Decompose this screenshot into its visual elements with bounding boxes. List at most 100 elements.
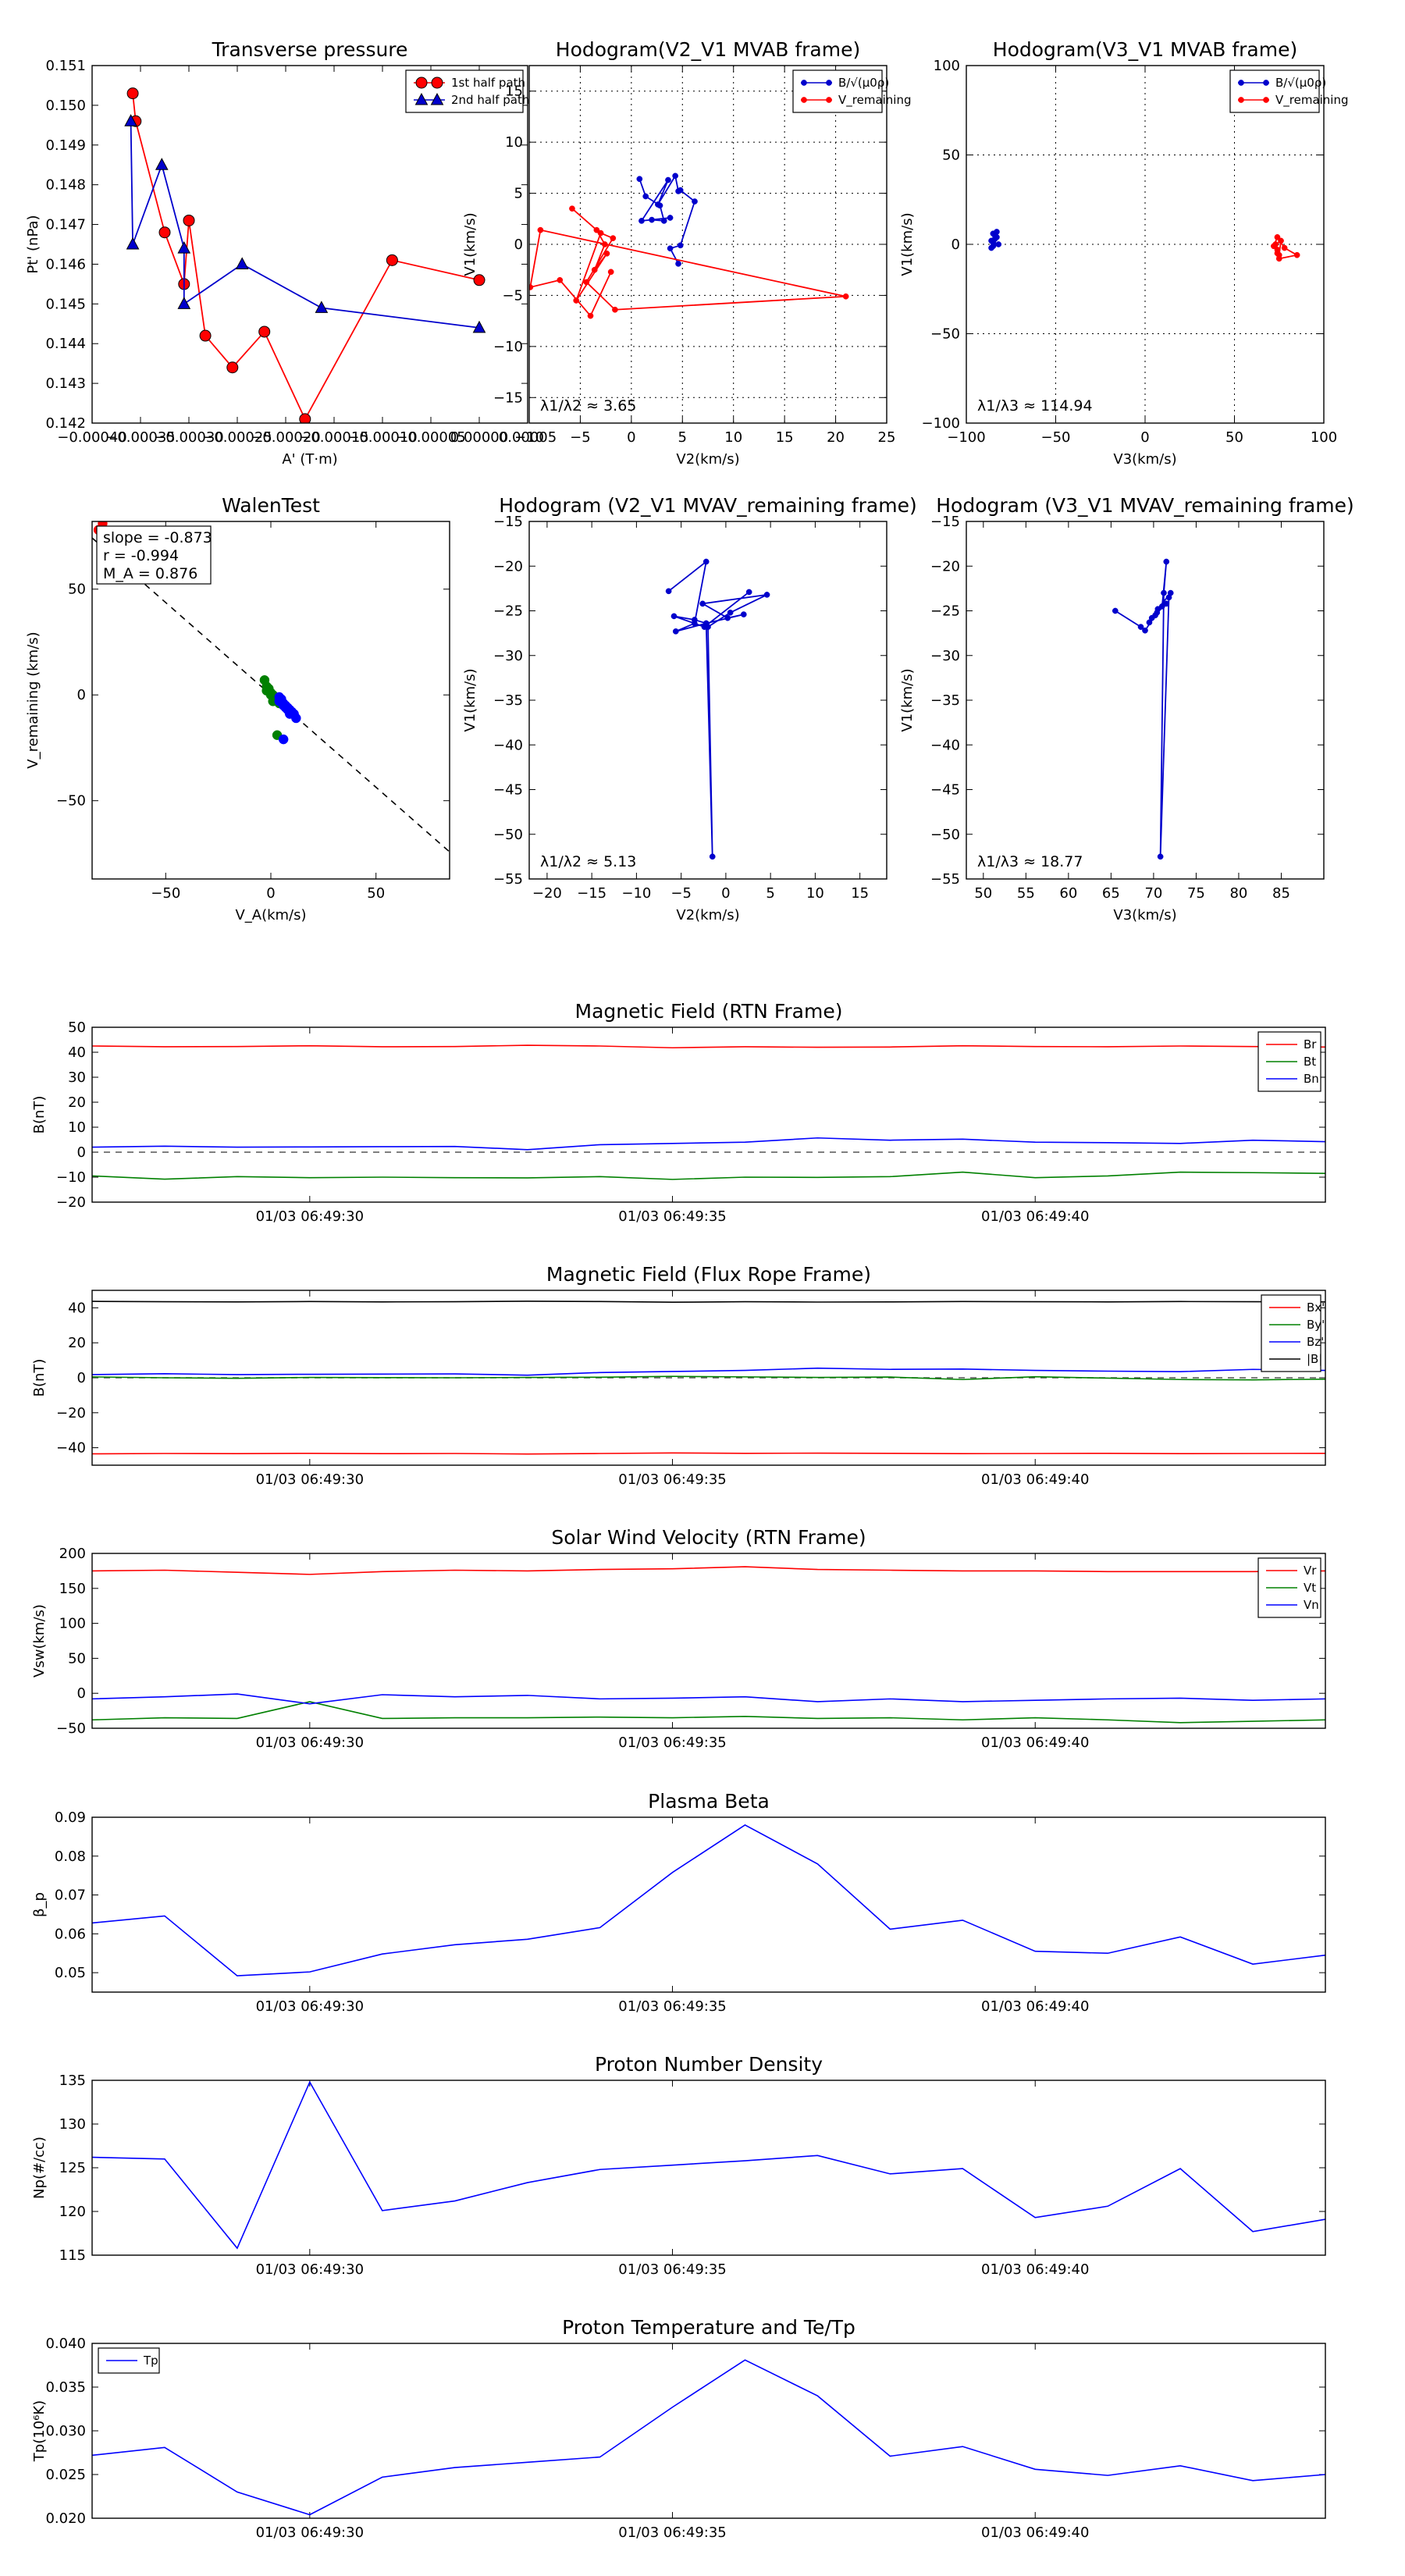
data-point bbox=[1158, 603, 1165, 610]
x-tick-label-7: 25 bbox=[878, 429, 896, 446]
data-point bbox=[573, 297, 580, 304]
y-tick-label-5: 30 bbox=[68, 1069, 86, 1086]
series-line bbox=[92, 1137, 1325, 1151]
y-tick-label-2: 50 bbox=[68, 582, 86, 598]
y-tick-label-1: −50 bbox=[493, 827, 523, 843]
chart-title: WalenTest bbox=[222, 494, 320, 517]
y-tick-label-0: −55 bbox=[493, 871, 523, 888]
y-tick-label-0: 0.05 bbox=[55, 1965, 86, 1981]
legend-label-2: Vn bbox=[1304, 1598, 1319, 1612]
legend-label-1: V_remaining bbox=[1275, 93, 1349, 108]
x-tick-label-6: −0.00010 bbox=[347, 429, 418, 446]
hodogram-v3-v1-mvab-chart: Hodogram(V3_V1 MVAB frame) −100 −50 0 50 100 −… bbox=[899, 38, 1349, 468]
chart-title: Hodogram(V2_V1 MVAB frame) bbox=[556, 38, 860, 61]
y-tick-label-4: 40 bbox=[68, 1300, 86, 1316]
data-point bbox=[177, 297, 191, 309]
data-point bbox=[299, 413, 311, 423]
data-point bbox=[665, 176, 671, 183]
data-point bbox=[284, 709, 295, 719]
data-point bbox=[1293, 251, 1300, 258]
y-tick-label-0: −15 bbox=[493, 390, 523, 406]
x-tick-label-0: 01/03 06:49:30 bbox=[256, 2524, 364, 2541]
data-point bbox=[612, 306, 618, 313]
data-point bbox=[274, 696, 285, 706]
x-tick-label-1: −5 bbox=[570, 429, 591, 446]
y-axis-label: V1(km/s) bbox=[899, 668, 916, 731]
series-line bbox=[92, 1693, 1325, 1705]
series-bz- bbox=[92, 1367, 1325, 1376]
series-line bbox=[92, 1300, 1325, 1304]
y-tick-label-4: −35 bbox=[930, 692, 960, 709]
x-tick-label-4: 70 bbox=[1144, 885, 1162, 902]
data-point bbox=[126, 237, 140, 250]
data-point bbox=[1146, 619, 1153, 626]
y-tick-label-3: 0.035 bbox=[45, 2379, 86, 2396]
series-by- bbox=[92, 1375, 1325, 1381]
y-tick-label-3: 0.08 bbox=[55, 1848, 86, 1865]
data-point bbox=[763, 592, 770, 598]
hodogram-v3-v1-mvav-chart: Hodogram (V3_V1 MVAV_remaining frame) 50 5… bbox=[899, 494, 1354, 923]
legend-label-0: Br bbox=[1304, 1037, 1317, 1051]
data-point bbox=[155, 158, 169, 170]
data-point bbox=[1274, 233, 1281, 240]
series-blue bbox=[274, 692, 301, 745]
data-point bbox=[1271, 243, 1277, 250]
y-tick-label-2: 0.030 bbox=[45, 2423, 86, 2439]
series-line bbox=[92, 2080, 1325, 2250]
x-tick-label-1: 01/03 06:49:35 bbox=[618, 1208, 726, 1225]
x-tick-label-2: 0 bbox=[627, 429, 635, 446]
data-point bbox=[692, 198, 698, 205]
x-axis-label: V3(km/s) bbox=[1113, 907, 1176, 923]
x-tick-label-2: 0 bbox=[1140, 429, 1149, 446]
legend-marker-0b bbox=[826, 80, 832, 86]
y-tick-label-6: 15 bbox=[505, 84, 523, 100]
series-line bbox=[92, 2359, 1325, 2516]
legend: 1st half path 2nd half path bbox=[405, 69, 529, 113]
y-tick-label-2: −45 bbox=[493, 782, 523, 799]
y-tick-label-6: 40 bbox=[68, 1044, 86, 1061]
axes-frame bbox=[91, 65, 528, 424]
plot-area bbox=[92, 1300, 1325, 1455]
x-tick-label-2: 01/03 06:49:40 bbox=[981, 1208, 1089, 1225]
x-tick-label-4: −0.00020 bbox=[251, 429, 321, 446]
data-point bbox=[740, 611, 747, 617]
data-point bbox=[315, 301, 329, 313]
y-tick-label-4: 135 bbox=[59, 2073, 86, 2089]
chart-title: Hodogram(V3_V1 MVAB frame) bbox=[993, 38, 1297, 61]
data-point bbox=[1154, 609, 1161, 616]
data-point bbox=[235, 257, 249, 269]
plot-area bbox=[529, 173, 849, 319]
legend-label-1: V_remaining bbox=[838, 93, 912, 108]
x-tick-label-3: 65 bbox=[1102, 885, 1120, 902]
x-tick-label-0: 01/03 06:49:30 bbox=[256, 1208, 364, 1225]
y-axis-label: Vsw(km/s) bbox=[31, 1604, 48, 1678]
y-axis-label: B(nT) bbox=[31, 1096, 48, 1134]
x-tick-label-0: 01/03 06:49:30 bbox=[256, 1998, 364, 2015]
y-tick-label-1: 0 bbox=[77, 687, 86, 703]
x-tick-label-1: 0 bbox=[266, 885, 275, 902]
y-tick-label-2: −5 bbox=[502, 287, 523, 304]
x-tick-label-5: 75 bbox=[1187, 885, 1205, 902]
stats-line-2: M_A = 0.876 bbox=[103, 565, 197, 582]
legend: Vr Vt Vn bbox=[1257, 1557, 1321, 1618]
y-tick-label-3: 0.145 bbox=[45, 296, 86, 312]
y-tick-label-6: −25 bbox=[493, 603, 523, 620]
y-tick-label-2: 0 bbox=[951, 237, 960, 253]
data-point bbox=[675, 261, 681, 267]
series-2nd-half-path bbox=[124, 114, 486, 333]
series-v-remaining bbox=[1271, 233, 1300, 262]
y-tick-label-1: −50 bbox=[930, 326, 960, 343]
data-point bbox=[702, 558, 710, 565]
series-line bbox=[92, 1044, 1325, 1049]
series-b-0- bbox=[636, 173, 698, 267]
series-1st-half-path bbox=[126, 87, 486, 423]
y-axis-label: V1(km/s) bbox=[462, 212, 478, 276]
x-tick-label-1: −0.00035 bbox=[105, 429, 176, 446]
axes-frame bbox=[91, 1290, 1326, 1466]
x-tick-label-0: −100 bbox=[947, 429, 985, 446]
axes-frame bbox=[91, 1026, 1326, 1203]
data-point bbox=[177, 241, 191, 254]
chart-title: Hodogram (V3_V1 MVAV_remaining frame) bbox=[936, 494, 1354, 517]
series-line bbox=[668, 560, 767, 857]
